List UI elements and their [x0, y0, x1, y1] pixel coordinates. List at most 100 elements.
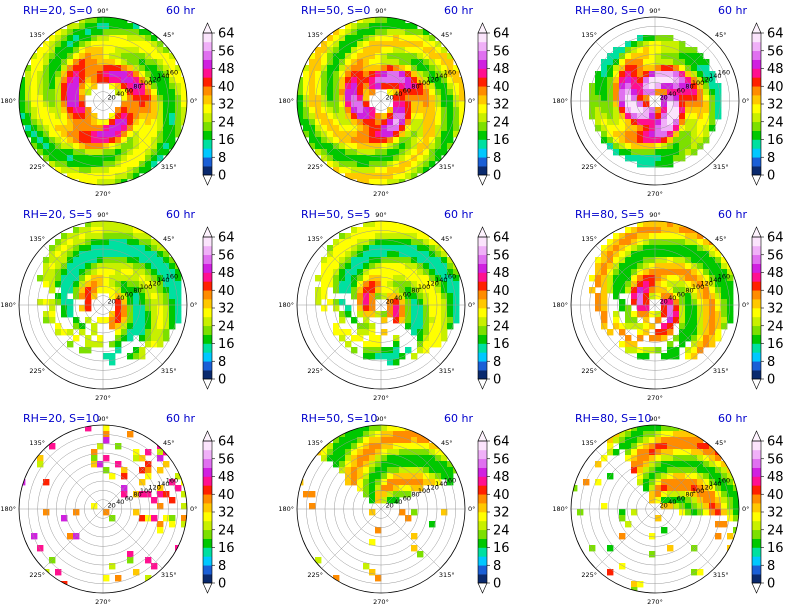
field-cell: [145, 317, 152, 324]
field-cell: [625, 251, 632, 258]
radial-tick-label: 20: [107, 93, 115, 101]
field-cell: [145, 251, 152, 258]
field-cell: [423, 305, 430, 312]
field-cell: [127, 305, 134, 312]
field-cell: [691, 131, 698, 138]
field-cell: [345, 455, 352, 462]
field-cell: [43, 77, 50, 84]
field-cell: [25, 77, 32, 84]
field-cell: [363, 467, 370, 474]
field-cell: [673, 449, 680, 456]
radial-tick-label: 160: [166, 476, 178, 484]
field-cell: [91, 155, 98, 162]
field-cell: [625, 323, 632, 330]
field-cell: [405, 473, 412, 480]
field-cell: [637, 449, 644, 456]
field-cell: [643, 251, 650, 258]
field-cell: [691, 461, 698, 468]
field-cell: [109, 41, 116, 48]
radial-tick-label: 100: [140, 283, 152, 291]
angular-grid-line: [595, 449, 656, 510]
field-cell: [151, 113, 158, 120]
angular-grid-line: [321, 41, 382, 102]
field-cell: [655, 485, 662, 492]
field-cell: [429, 443, 436, 450]
field-cell: [411, 449, 418, 456]
field-cell: [109, 131, 116, 138]
field-cell: [73, 125, 80, 132]
field-cell: [655, 65, 662, 72]
field-cell: [667, 323, 674, 330]
angle-tick-label: 225°: [29, 163, 45, 171]
field-cell: [175, 269, 182, 276]
field-cell: [151, 155, 158, 162]
field-cell: [333, 41, 340, 48]
field-cell: [333, 125, 340, 132]
field-cell: [667, 125, 674, 132]
field-cell: [631, 131, 638, 138]
field-cell: [637, 467, 644, 474]
field-cell: [703, 269, 710, 276]
field-cell: [411, 509, 418, 516]
field-cell: [127, 293, 134, 300]
field-cell: [97, 263, 104, 270]
field-cell: [423, 257, 430, 264]
field-cell: [127, 257, 134, 264]
field-cell: [333, 107, 340, 114]
field-cell: [145, 137, 152, 144]
angle-tick-label: 0°: [742, 301, 749, 309]
field-cell: [679, 239, 686, 246]
field-cell: [715, 83, 722, 90]
angle-tick-label: 135°: [29, 235, 45, 243]
field-cell: [157, 281, 164, 288]
field-cell: [127, 323, 134, 330]
field-cell: [79, 143, 86, 150]
angle-tick-label: 0°: [468, 97, 475, 105]
field-cell: [709, 491, 716, 498]
field-cell: [339, 239, 346, 246]
field-cell: [667, 275, 674, 282]
field-cell: [697, 305, 704, 312]
field-cell: [309, 95, 316, 102]
field-cell: [697, 251, 704, 258]
radial-tick-label: 40: [668, 90, 676, 98]
field-cell: [697, 59, 704, 66]
field-cell: [369, 221, 376, 228]
field-cell: [97, 47, 104, 54]
field-cell: [631, 509, 638, 516]
field-cell: [649, 77, 656, 84]
field-cell: [429, 125, 436, 132]
field-cell: [625, 317, 632, 324]
field-cell: [411, 29, 418, 36]
panel-rh50-s0: 20 40 60 8010012014016090°45°0°315°270°225°…: [278, 4, 509, 198]
field-cell: [411, 329, 418, 336]
field-cell: [61, 329, 68, 336]
field-cell: [157, 119, 164, 126]
radial-tick-label: 140: [709, 480, 721, 488]
field-cell: [411, 101, 418, 108]
field-cell: [411, 485, 418, 492]
field-cell: [375, 149, 382, 156]
field-cell: [351, 257, 358, 264]
field-cell: [405, 89, 412, 96]
field-cell: [667, 461, 674, 468]
field-cell: [369, 155, 376, 162]
field-cell: [321, 149, 328, 156]
field-cell: [61, 311, 68, 318]
field-cell: [643, 245, 650, 252]
field-cell: [103, 137, 110, 144]
field-cell: [37, 113, 44, 120]
field-cell: [357, 29, 364, 36]
field-cell: [85, 425, 92, 432]
field-cell: [405, 467, 412, 474]
field-cell: [91, 23, 98, 30]
field-cell: [115, 83, 122, 90]
field-cell: [685, 263, 692, 270]
field-cell: [43, 317, 50, 324]
field-cell: [31, 533, 38, 540]
field-cell: [61, 119, 68, 126]
field-cell: [411, 287, 418, 294]
field-cell: [139, 269, 146, 276]
radial-tick-label: 100: [418, 487, 430, 495]
